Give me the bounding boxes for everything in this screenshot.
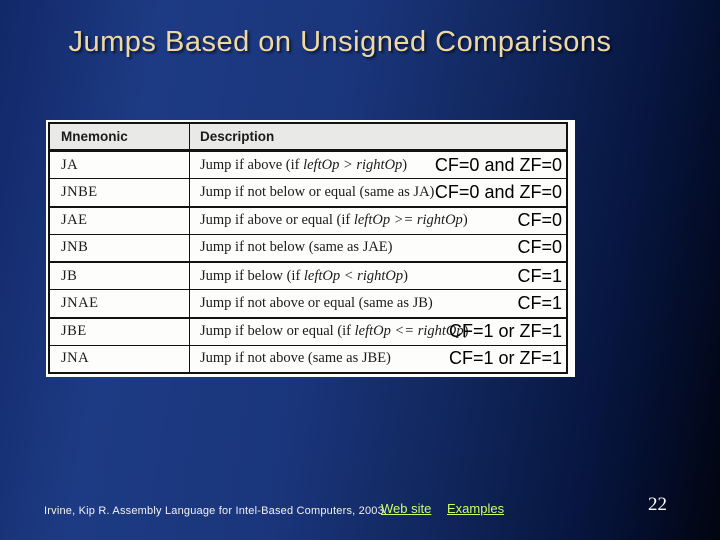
examples-link[interactable]: Examples: [447, 501, 505, 516]
description-cell: Jump if above (if leftOp > rightOp): [200, 156, 408, 173]
flags-overlay: CF=1 or ZF=1: [448, 348, 562, 369]
flags-overlay: CF=1: [517, 292, 562, 313]
slide-title: Jumps Based on Unsigned Comparisons: [68, 26, 612, 58]
mnemonic-cell: JNAE: [50, 290, 190, 317]
table-row: JAE Jump if above or equal (if leftOp >= …: [50, 205, 566, 234]
mnemonic-cell: JNA: [50, 345, 190, 372]
description-cell: Jump if below (if leftOp < rightOp): [200, 267, 408, 284]
citation-text: Irvine, Kip R. Assembly Language for Int…: [44, 505, 388, 517]
table-row: JNBE Jump if not below or equal (same as …: [50, 178, 566, 206]
mnemonic-cell: JAE: [50, 207, 190, 234]
mnemonic-cell: JA: [50, 152, 190, 179]
mnemonic-cell: JNBE: [50, 179, 190, 206]
description-cell: Jump if not above (same as JBE): [200, 350, 391, 367]
mnemonic-cell: JB: [50, 263, 190, 290]
table-row: JBE Jump if below or equal (if leftOp <= …: [50, 316, 566, 345]
column-header-mnemonic: Mnemonic: [50, 124, 190, 149]
mnemonic-cell: JNB: [50, 234, 190, 261]
table-row: JNB Jump if not below (same as JAE) CF=0: [50, 233, 566, 261]
flags-overlay: CF=0 and ZF=0: [434, 154, 562, 175]
table-row: JNA Jump if not above (same as JBE) CF=1 o…: [50, 344, 566, 372]
table-row: JNAE Jump if not above or equal (same as …: [50, 289, 566, 317]
flags-overlay: CF=0 and ZF=0: [434, 181, 562, 202]
description-cell: Jump if above or equal (if leftOp >= rig…: [200, 212, 468, 229]
jump-table: Mnemonic Description JA Jump if above (if…: [46, 120, 575, 377]
column-header-description: Description: [200, 129, 275, 144]
flags-overlay: CF=1 or ZF=1: [448, 321, 562, 342]
web-site-link[interactable]: Web site: [381, 501, 432, 516]
table-row: JA Jump if above (if leftOp > rightOp) CF=…: [50, 151, 566, 179]
description-cell: Jump if not below or equal (same as JA): [200, 183, 435, 200]
description-cell: Jump if not below (same as JAE): [200, 239, 393, 256]
table-row: JB Jump if below (if leftOp < rightOp) CF=…: [50, 261, 566, 290]
flags-overlay: CF=1: [517, 265, 562, 286]
flags-overlay: CF=0: [517, 237, 562, 258]
description-cell: Jump if below or equal (if leftOp <= rig…: [200, 323, 469, 340]
table-header-row: Mnemonic Description: [50, 124, 566, 151]
flags-overlay: CF=0: [517, 210, 562, 231]
page-number: 22: [648, 494, 667, 515]
description-cell: Jump if not above or equal (same as JB): [200, 294, 433, 311]
mnemonic-cell: JBE: [50, 318, 190, 345]
jump-table-inner: Mnemonic Description JA Jump if above (if…: [48, 122, 568, 374]
